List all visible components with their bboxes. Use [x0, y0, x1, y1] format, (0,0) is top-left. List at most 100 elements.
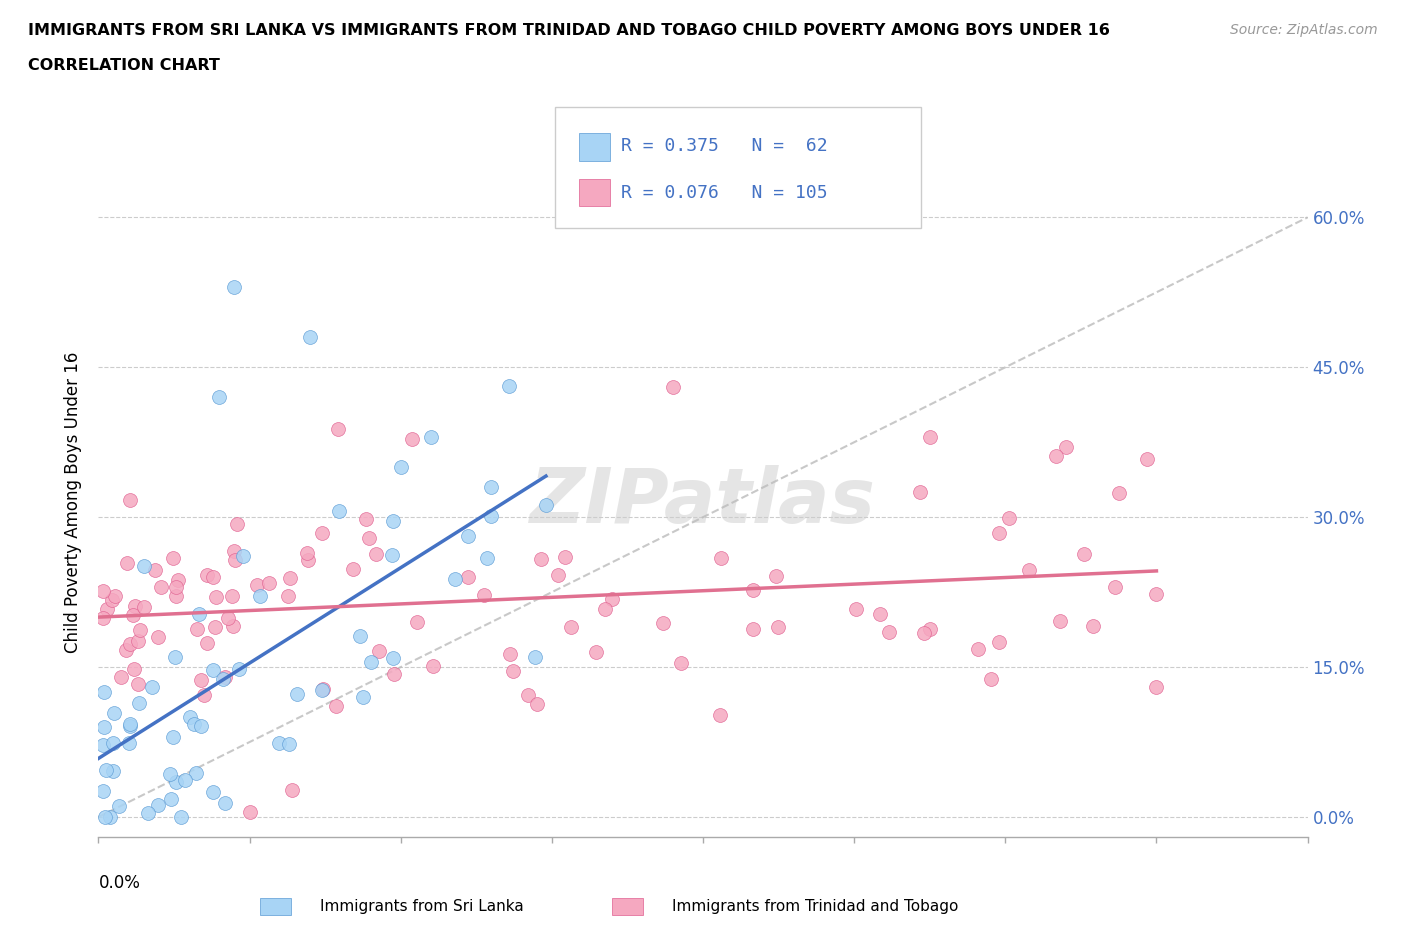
Point: [312, 682, 335, 697]
Point: [166, 573, 188, 588]
Text: ZIPatlas: ZIPatlas: [530, 465, 876, 539]
Point: [1081, 619, 1104, 634]
Point: [1073, 547, 1095, 562]
Point: [114, 643, 136, 658]
Point: [91, 737, 114, 752]
Point: [104, 589, 127, 604]
Point: [277, 737, 299, 751]
Text: Immigrants from Sri Lanka: Immigrants from Sri Lanka: [321, 899, 523, 914]
Point: [845, 601, 868, 616]
Point: [277, 588, 299, 603]
Point: [94, 810, 117, 825]
Point: [560, 619, 582, 634]
Point: [208, 390, 231, 405]
Point: [554, 550, 576, 565]
Point: [328, 503, 350, 518]
Point: [226, 517, 249, 532]
Point: [195, 568, 218, 583]
Point: [477, 551, 499, 565]
Point: [120, 718, 142, 733]
Point: [1049, 614, 1071, 629]
Point: [96, 763, 118, 777]
Point: [326, 422, 349, 437]
Point: [472, 588, 495, 603]
Point: [499, 646, 522, 661]
Point: [193, 688, 215, 703]
Point: [710, 551, 733, 565]
Text: R = 0.375   N =  62: R = 0.375 N = 62: [621, 137, 828, 155]
Point: [381, 513, 404, 528]
Point: [115, 556, 138, 571]
Text: IMMIGRANTS FROM SRI LANKA VS IMMIGRANTS FROM TRINIDAD AND TOBAGO CHILD POVERTY A: IMMIGRANTS FROM SRI LANKA VS IMMIGRANTS …: [28, 23, 1109, 38]
Point: [122, 607, 145, 622]
Point: [547, 567, 569, 582]
Point: [212, 671, 235, 686]
Point: [162, 729, 184, 744]
Point: [187, 606, 209, 621]
Point: [498, 379, 520, 393]
Y-axis label: Child Poverty Among Boys Under 16: Child Poverty Among Boys Under 16: [65, 352, 83, 653]
Text: R = 0.076   N = 105: R = 0.076 N = 105: [621, 183, 828, 202]
Point: [96, 601, 118, 616]
Point: [165, 775, 187, 790]
Point: [122, 661, 145, 676]
Point: [239, 804, 262, 819]
Text: Source: ZipAtlas.com: Source: ZipAtlas.com: [1230, 23, 1378, 37]
Point: [148, 798, 170, 813]
Point: [143, 563, 166, 578]
Point: [128, 622, 150, 637]
Point: [585, 644, 607, 659]
Point: [91, 610, 114, 625]
Point: [124, 599, 146, 614]
Point: [987, 634, 1010, 649]
Point: [479, 509, 502, 524]
Point: [1054, 440, 1077, 455]
Point: [422, 658, 444, 673]
Point: [389, 459, 412, 474]
Point: [101, 764, 124, 778]
Point: [1018, 562, 1040, 577]
Point: [93, 684, 115, 699]
Point: [979, 671, 1001, 686]
Point: [299, 330, 322, 345]
Point: [444, 572, 467, 587]
Point: [136, 805, 159, 820]
Point: [1104, 579, 1126, 594]
Point: [354, 512, 377, 527]
Point: [325, 698, 347, 713]
Point: [184, 765, 207, 780]
Point: [204, 590, 226, 604]
Point: [165, 589, 187, 604]
Point: [159, 766, 181, 781]
Point: [224, 552, 246, 567]
Point: [651, 615, 673, 630]
Point: [257, 576, 280, 591]
Point: [160, 791, 183, 806]
Point: [382, 666, 405, 681]
Point: [162, 551, 184, 565]
Point: [127, 677, 149, 692]
Point: [368, 644, 391, 658]
Point: [997, 510, 1019, 525]
Point: [269, 736, 291, 751]
Point: [204, 620, 226, 635]
Point: [195, 636, 218, 651]
Point: [1146, 680, 1168, 695]
Point: [765, 568, 787, 583]
Point: [127, 633, 149, 648]
Point: [869, 606, 891, 621]
Point: [359, 530, 381, 545]
Point: [232, 548, 254, 563]
Point: [1136, 452, 1159, 467]
Point: [214, 670, 236, 684]
Point: [360, 655, 382, 670]
Point: [530, 551, 553, 566]
Text: CORRELATION CHART: CORRELATION CHART: [28, 58, 219, 73]
Point: [364, 547, 387, 562]
Point: [457, 570, 479, 585]
Point: [179, 710, 201, 724]
Point: [149, 579, 172, 594]
Point: [103, 706, 125, 721]
Point: [224, 280, 246, 295]
Point: [766, 619, 789, 634]
